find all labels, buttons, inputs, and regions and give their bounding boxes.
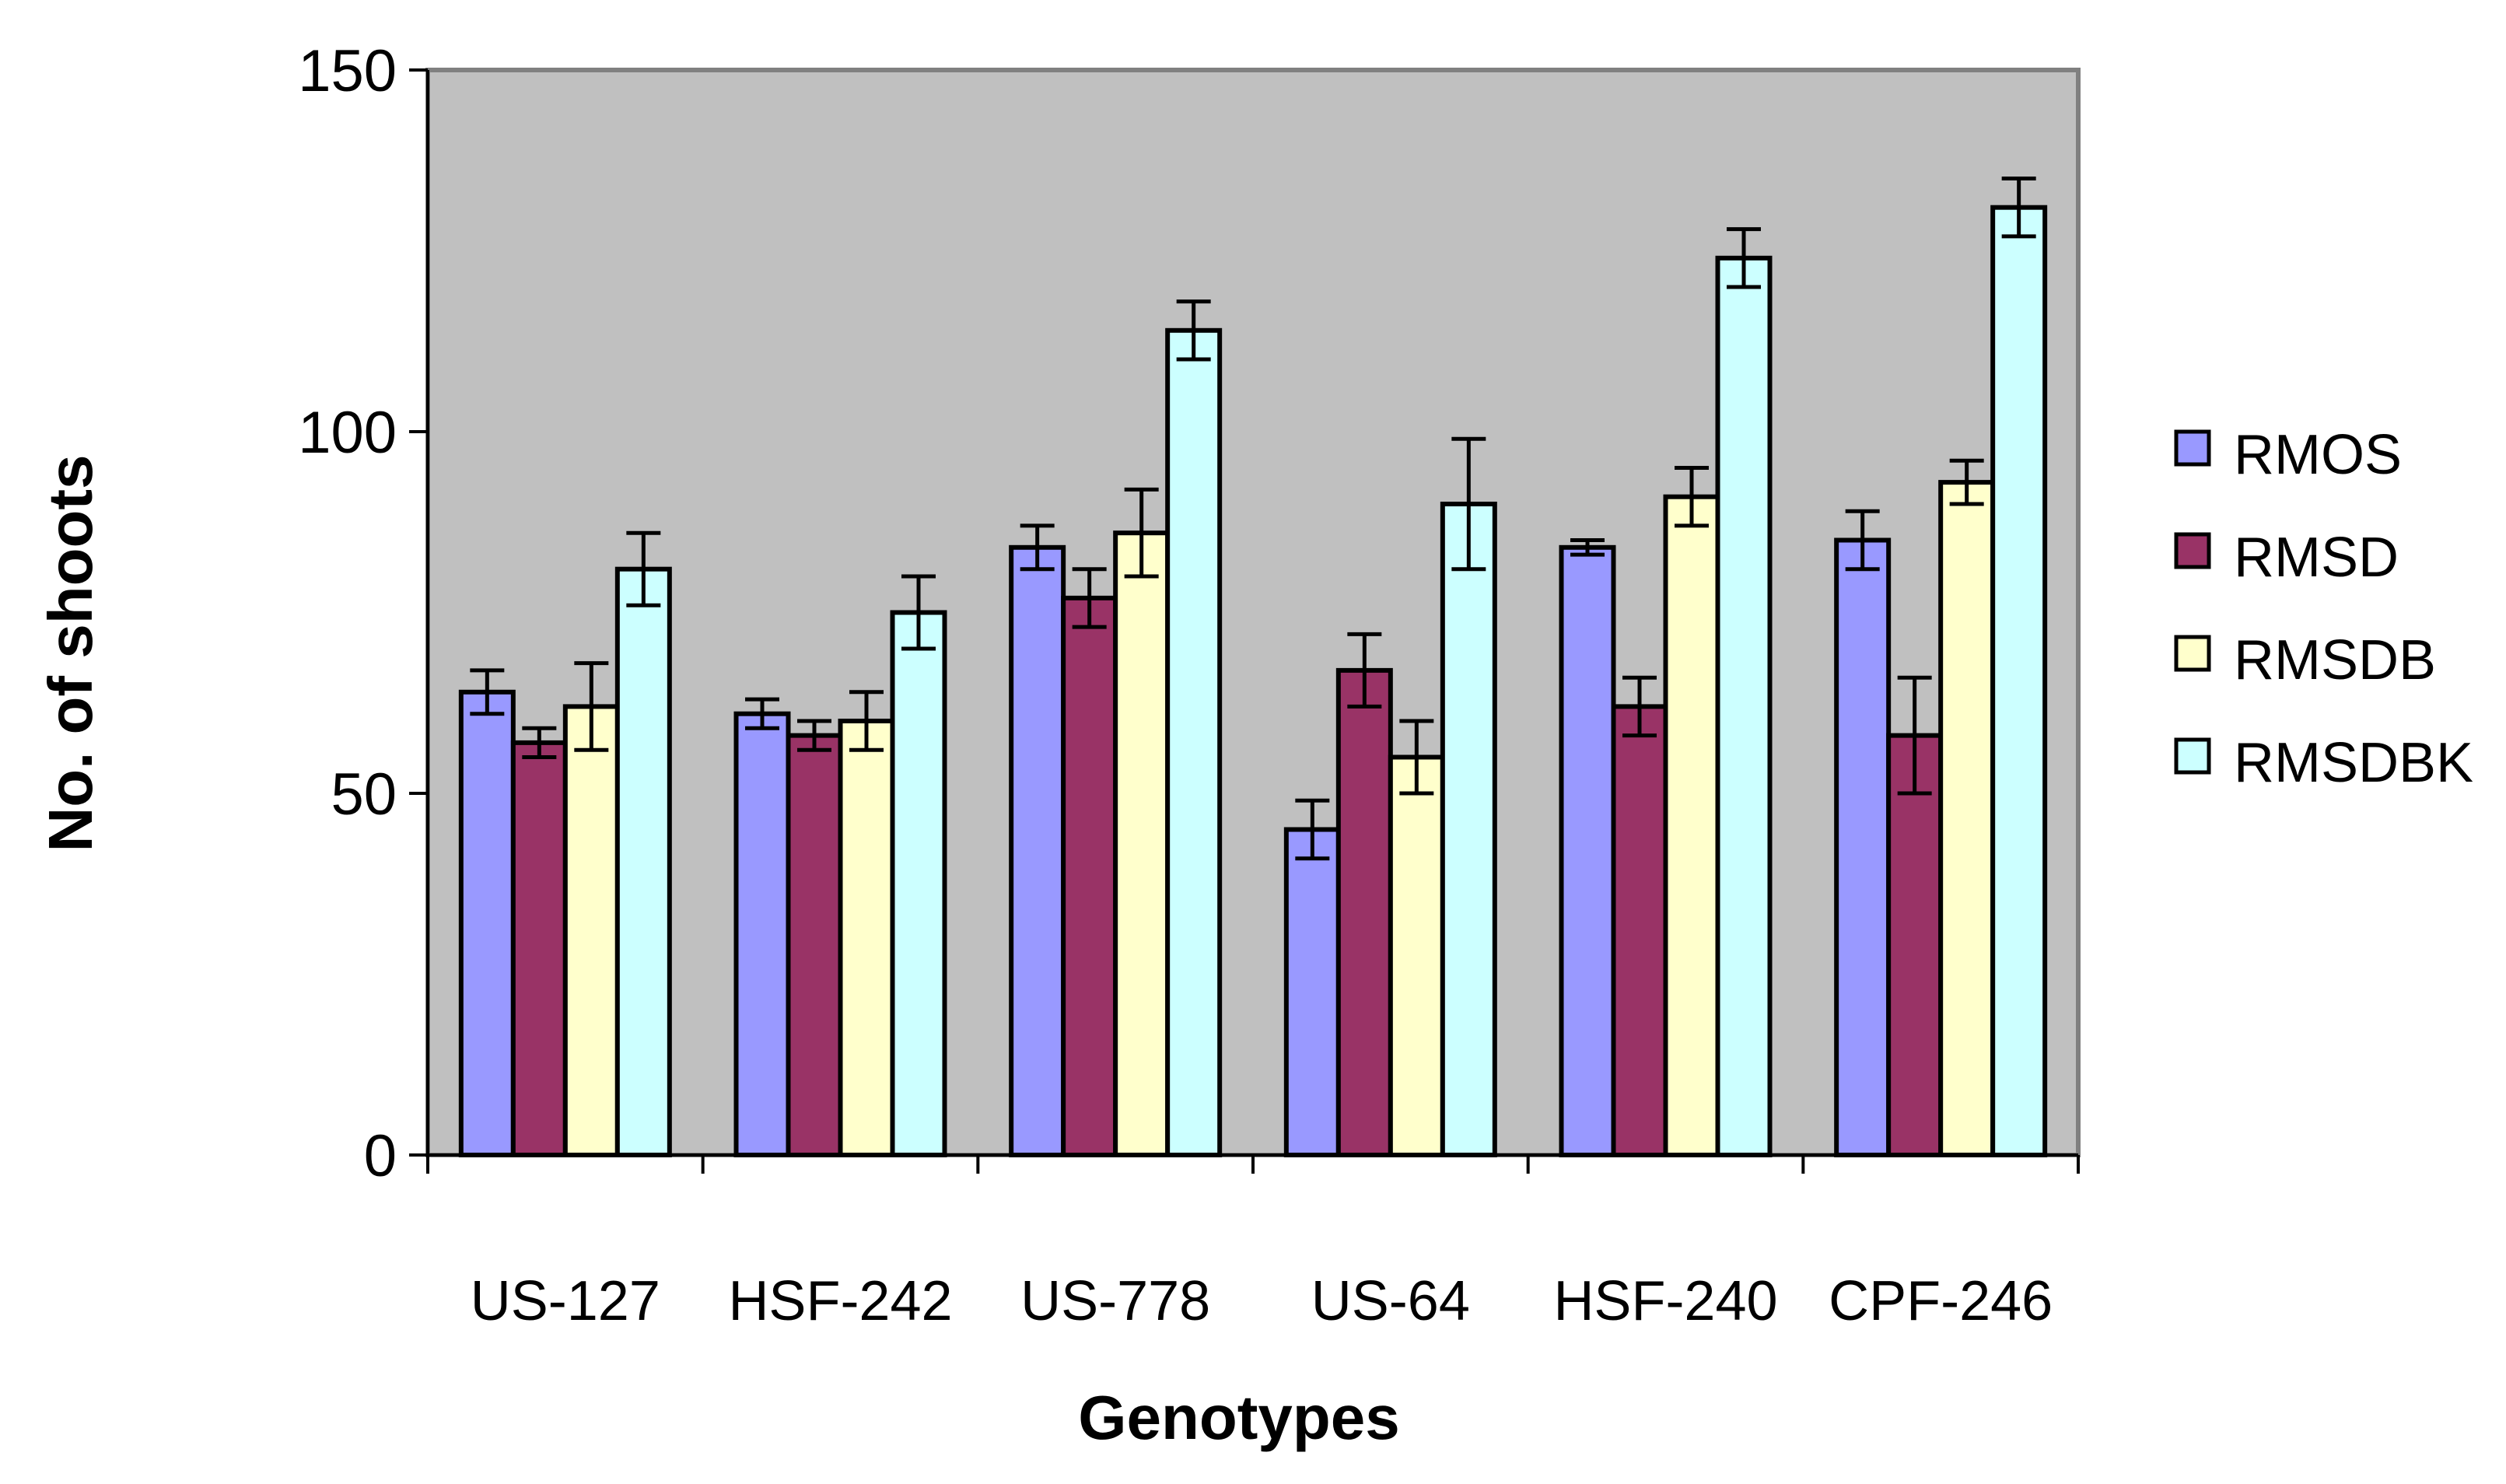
legend-swatch-rmos [2174, 429, 2211, 467]
legend: RMOS RMSD RMSDB RMSDBK [2174, 424, 2473, 794]
bar-rmsdbk-hsf-242 [890, 610, 947, 1157]
bar-rmsdb-us-64 [1388, 754, 1445, 1157]
x-tick-label: US-778 [1020, 1270, 1210, 1332]
legend-swatch-rmsdbk [2174, 737, 2211, 775]
bar-rmos-us-127 [458, 689, 516, 1157]
x-axis-title: Genotypes [1078, 1383, 1399, 1452]
legend-swatch-rmsdb [2174, 635, 2211, 672]
axes-layer [409, 68, 2080, 1174]
bars-layer [458, 177, 2048, 1158]
y-tick-label: 0 [364, 1123, 397, 1189]
bar-rmsdbk-hsf-240 [1715, 255, 1773, 1157]
labels-layer: 0 50 100 150 US-127 HSF-242 US-778 US-64 HSF-240… [298, 38, 2053, 1332]
y-tick-label: 50 [331, 761, 397, 828]
y-tick-label: 150 [298, 38, 397, 104]
bar-rmsd-hsf-240 [1611, 704, 1668, 1157]
bar-rmos-hsf-242 [733, 711, 791, 1157]
x-tick-label: HSF-242 [728, 1270, 952, 1332]
legend-label-rmsd: RMSD [2234, 527, 2399, 589]
legend-label-rmos: RMOS [2234, 424, 2402, 486]
y-axis-title: No. of shoots [36, 454, 105, 852]
bar-rmos-cpf-246 [1834, 537, 1892, 1157]
legend-label-rmsdbk: RMSDBK [2234, 732, 2473, 794]
bar-rmsdbk-us-64 [1440, 502, 1497, 1157]
x-tick-label: CPF-246 [1829, 1270, 2053, 1332]
bar-rmsd-hsf-242 [786, 733, 843, 1157]
legend-swatch-rmsd [2174, 532, 2211, 569]
bar-rmos-hsf-240 [1559, 544, 1616, 1157]
y-tick-label: 100 [298, 400, 397, 466]
bar-rmsdbk-us-778 [1165, 327, 1223, 1157]
bar-rmsdbk-cpf-246 [1990, 205, 2048, 1158]
x-tick-label: US-127 [471, 1270, 660, 1332]
x-tick-label: US-64 [1311, 1270, 1470, 1332]
bar-rmsd-us-778 [1061, 595, 1118, 1157]
bar-rmsdb-hsf-242 [838, 719, 895, 1157]
bar-rmsdb-us-127 [562, 704, 620, 1157]
bar-rmsdb-hsf-240 [1663, 494, 1720, 1157]
bar-rmsdb-cpf-246 [1938, 480, 1996, 1157]
bar-rmsd-cpf-246 [1886, 733, 1944, 1157]
bar-rmos-us-64 [1283, 827, 1341, 1157]
bar-rmos-us-778 [1009, 544, 1066, 1157]
bar-rmsd-us-64 [1335, 667, 1393, 1157]
bar-rmsd-us-127 [510, 740, 568, 1157]
bar-rmsdb-us-778 [1113, 530, 1171, 1157]
plot-area [425, 68, 2081, 1157]
bar-rmsdbk-us-127 [614, 566, 672, 1157]
legend-label-rmsdb: RMSDB [2234, 629, 2436, 691]
x-tick-label: HSF-240 [1553, 1270, 1777, 1332]
